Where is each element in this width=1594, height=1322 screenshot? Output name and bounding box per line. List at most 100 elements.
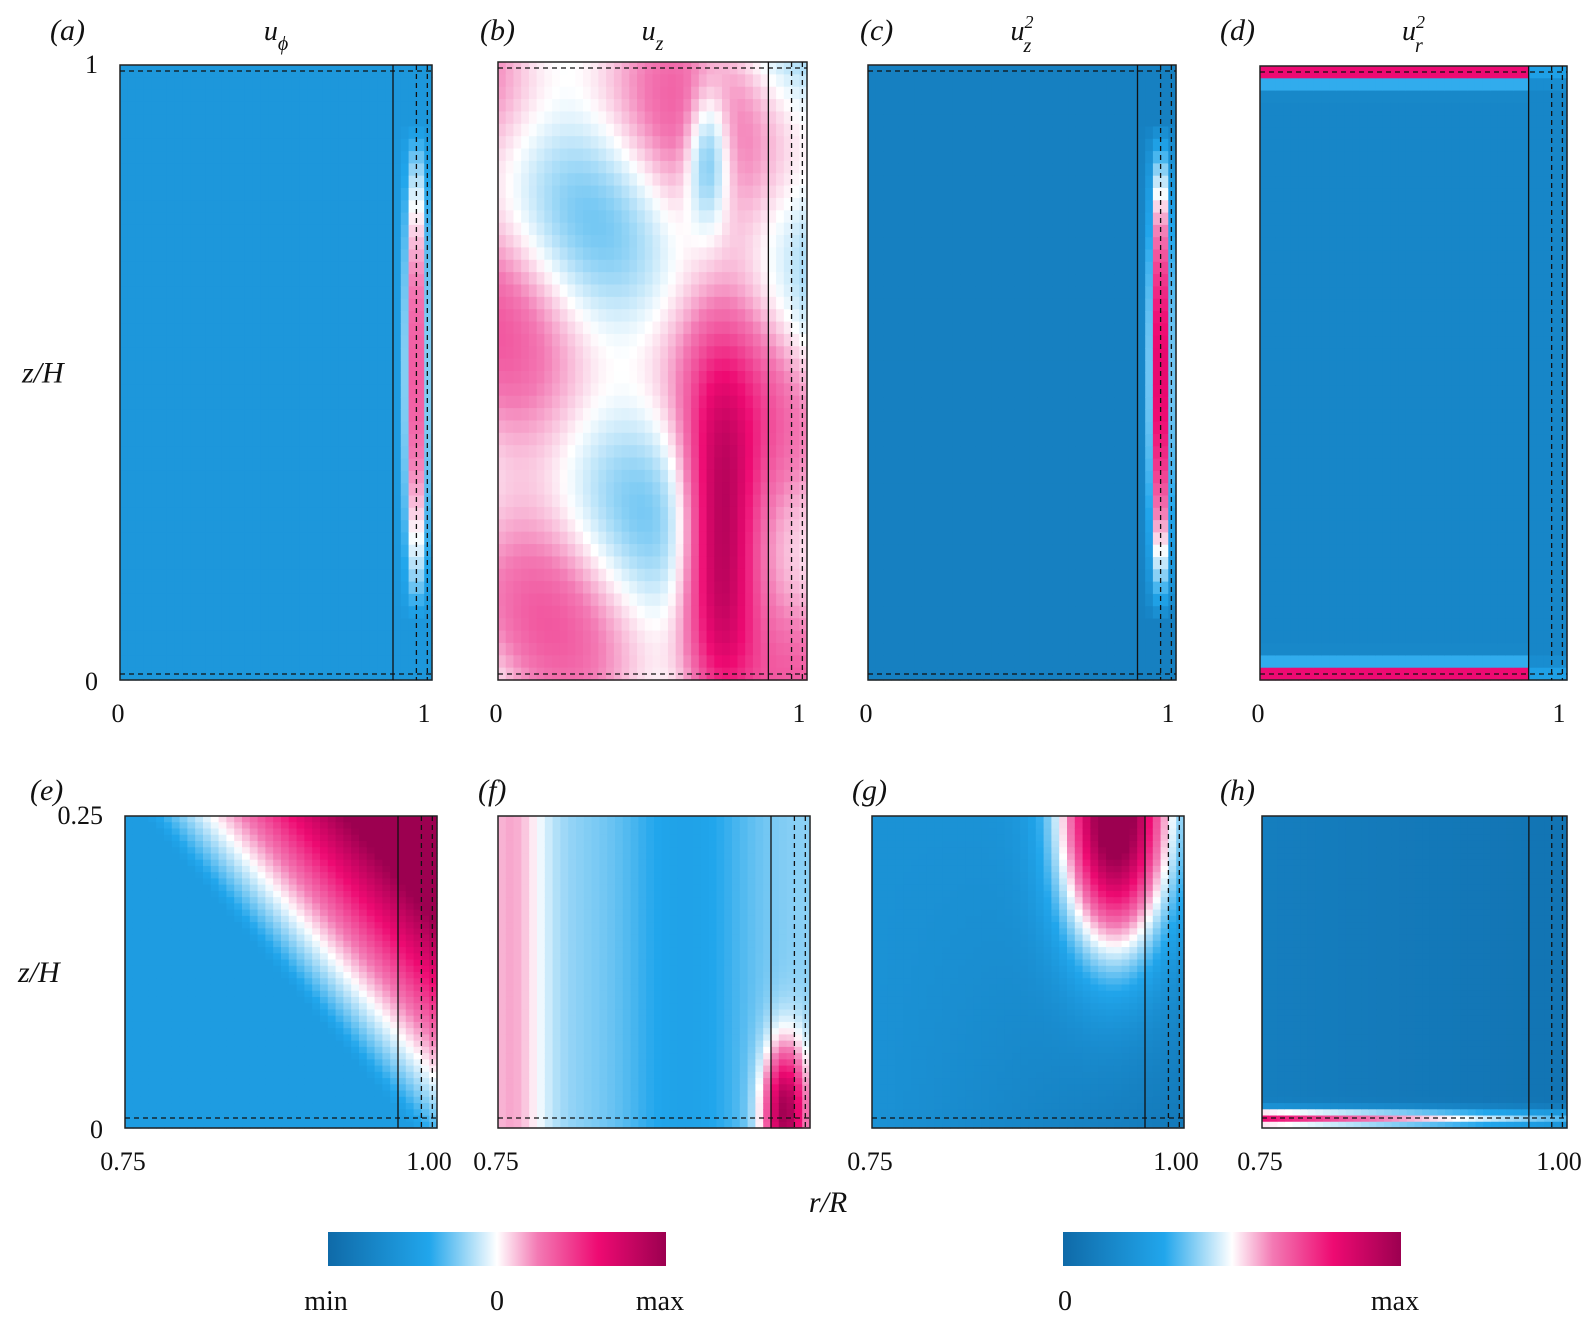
heatmap-cell [291, 200, 300, 214]
heatmap-cell [198, 360, 207, 374]
heatmap-cell [590, 136, 600, 150]
heatmap-cell [998, 470, 1008, 484]
heatmap-cell [307, 101, 316, 115]
heatmap-cell [660, 506, 669, 520]
heatmap-cell [166, 65, 176, 78]
heatmap-cell [369, 458, 378, 472]
heatmap-cell [400, 630, 410, 644]
heatmap-cell [567, 408, 576, 422]
heatmap-cell [307, 335, 316, 349]
heatmap-cell [968, 397, 977, 410]
heatmap-cell [229, 569, 238, 583]
heatmap-cell [791, 655, 800, 669]
heatmap-cell [613, 272, 623, 286]
heatmap-cell [393, 409, 402, 423]
heatmap-cell [260, 372, 269, 386]
heatmap-cell [914, 434, 923, 447]
heatmap-cell [652, 259, 661, 273]
heatmap-cell [322, 261, 332, 275]
heatmap-cell [799, 160, 808, 174]
heatmap-cell [135, 458, 144, 472]
heatmap-cell [205, 101, 215, 115]
heatmap-cell [369, 544, 378, 558]
heatmap-cell [929, 249, 938, 263]
heatmap-cell [513, 74, 522, 88]
heatmap-cell [575, 383, 584, 397]
heatmap-cell [174, 126, 183, 140]
heatmap-cell [991, 569, 1000, 583]
heatmap-cell [330, 212, 339, 226]
heatmap-cell [791, 160, 800, 174]
heatmap-cell [737, 321, 746, 335]
heatmap-cell [613, 408, 623, 422]
heatmap-cell [606, 544, 615, 557]
heatmap-cell [737, 358, 746, 372]
heatmap-cell [213, 188, 222, 201]
heatmap-cell [291, 630, 300, 644]
heatmap-cell [190, 188, 199, 201]
heatmap-cell [914, 569, 923, 583]
heatmap-cell [783, 346, 793, 360]
heatmap-cell [698, 383, 708, 397]
heatmap-cell [182, 323, 191, 337]
heatmap-cell [198, 458, 207, 472]
heatmap-cell [667, 222, 677, 236]
heatmap-cell [891, 569, 900, 583]
heatmap-cell [590, 111, 600, 125]
heatmap-cell [683, 358, 692, 372]
heatmap-cell [652, 630, 661, 644]
heatmap-cell [143, 323, 152, 337]
heatmap-cell [991, 311, 1000, 324]
heatmap-cell [166, 667, 176, 681]
heatmap-cell [260, 434, 269, 447]
heatmap-cell [714, 494, 723, 508]
heatmap-cell [906, 311, 915, 324]
heatmap-cell [283, 65, 293, 78]
heatmap-cell [528, 544, 538, 557]
heatmap-cell [135, 77, 144, 91]
heatmap-cell [151, 311, 160, 324]
heatmap-cell [400, 372, 410, 386]
heatmap-cell [385, 212, 394, 226]
heatmap-cell [675, 210, 684, 224]
heatmap-cell [552, 544, 561, 557]
heatmap-cell [768, 185, 777, 199]
heatmap-cell [408, 126, 417, 140]
heatmap-cell [182, 347, 191, 361]
heatmap-cell [783, 185, 793, 199]
heatmap-cell [667, 506, 677, 520]
heatmap-cell [424, 175, 433, 189]
heatmap-cell [968, 618, 977, 632]
heatmap-cell [768, 222, 777, 236]
heatmap-cell [768, 74, 777, 88]
heatmap-cell [283, 311, 293, 324]
heatmap-cell [221, 335, 230, 349]
heatmap-cell [768, 544, 777, 557]
heatmap-cell [637, 432, 646, 446]
heatmap-cell [393, 581, 402, 595]
heatmap-cell [629, 445, 638, 459]
heatmap-cell [644, 272, 654, 286]
heatmap-cell [338, 335, 347, 349]
heatmap-cell [991, 581, 1000, 595]
heatmap-cell [791, 74, 800, 88]
heatmap-cell [883, 618, 892, 632]
heatmap-cell [229, 421, 238, 435]
heatmap-cell [205, 188, 215, 201]
heatmap-cell [929, 384, 938, 398]
heatmap-cell [745, 531, 754, 545]
heatmap-cell [505, 86, 515, 100]
heatmap-cell [135, 434, 144, 447]
heatmap-cell [513, 222, 522, 236]
heatmap-cell [559, 494, 569, 508]
heatmap-cell [799, 259, 808, 273]
heatmap-cell [237, 421, 246, 435]
heatmap-cell [528, 457, 538, 471]
heatmap-cell [513, 235, 522, 248]
heatmap-cell [945, 323, 954, 337]
heatmap-cell [768, 482, 777, 496]
heatmap-cell [143, 630, 152, 644]
heatmap-cell [369, 409, 378, 423]
heatmap-cell [385, 311, 394, 324]
heatmap-cell [875, 212, 884, 226]
